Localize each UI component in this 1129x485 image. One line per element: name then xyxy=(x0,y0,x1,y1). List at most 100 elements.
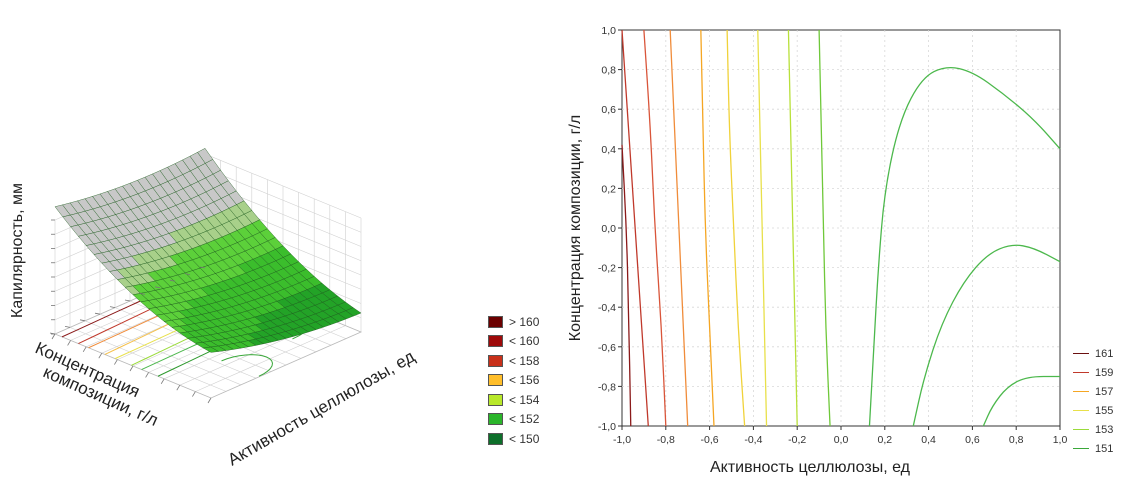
x-tick-label: 0,6 xyxy=(965,434,980,446)
contour-line-155 xyxy=(757,29,768,427)
legend-label: < 150 xyxy=(509,431,540,446)
legend-swatch xyxy=(488,335,503,348)
surface-legend-item: < 154 xyxy=(488,390,578,410)
y-tick-mark xyxy=(124,299,131,302)
contour-legend-item: 157 xyxy=(1073,382,1129,401)
contour-gridlines xyxy=(622,30,1060,426)
y-tick-label: -0,2 xyxy=(598,263,616,275)
y-tick-label: -1,0 xyxy=(598,421,616,433)
y-tick-mark xyxy=(139,293,146,295)
y-tick-mark xyxy=(154,286,161,289)
y-tick-label: 1,0 xyxy=(601,25,616,37)
legend-line-swatch xyxy=(1073,448,1089,449)
surface-cell xyxy=(202,346,220,353)
contour-x-axis-label: Активность целлюлозы, ед xyxy=(710,459,911,476)
y-tick-label: 0,0 xyxy=(601,223,616,235)
y-tick-mark xyxy=(79,319,86,322)
x-tick-label: -0,8 xyxy=(657,434,675,446)
contour-y-ticks: -1,0 -0,8 -0,6 -0,4 -0,2 0,0 0,2 0,4 0,6 0,8 1,0 xyxy=(598,25,622,433)
y-tick-label: 0,2 xyxy=(601,183,616,195)
y-tick-mark xyxy=(184,273,191,275)
y-tick-mark xyxy=(64,326,71,328)
y-tick-label: 0,8 xyxy=(601,65,616,77)
x-tick-mark xyxy=(51,333,56,340)
contour-legend-item: 161 xyxy=(1073,344,1129,363)
contour-lines xyxy=(621,29,1061,427)
x-tick-label: 0,4 xyxy=(921,434,936,446)
x-tick-label: -1,0 xyxy=(613,434,631,446)
x-tick-mark xyxy=(160,378,165,385)
y-tick-mark xyxy=(199,266,206,269)
y-tick-mark xyxy=(109,306,116,308)
legend-label: < 158 xyxy=(509,353,540,368)
surface-legend-item: < 152 xyxy=(488,410,578,430)
surface-legend-item: > 160 xyxy=(488,312,578,332)
contour-line-154 xyxy=(787,29,798,427)
legend-label: < 152 xyxy=(509,412,540,427)
legend-swatch xyxy=(488,374,503,387)
contour-line-159 xyxy=(643,29,667,427)
contour-line-157 xyxy=(700,29,715,427)
y-tick-mark xyxy=(169,279,176,282)
legend-line-swatch xyxy=(1073,410,1089,411)
contour-legend-item: 159 xyxy=(1073,363,1129,382)
contour-line-151 xyxy=(912,244,1061,427)
contour-line-156 xyxy=(726,29,746,427)
contour-legend: 161 159 157 155 153 151 xyxy=(1073,344,1129,458)
x-tick-label: -0,2 xyxy=(788,434,806,446)
x-tick-label: -0,4 xyxy=(744,434,762,446)
y-tick-label: 0,4 xyxy=(601,144,616,156)
floor-contour xyxy=(221,354,273,377)
legend-label: 153 xyxy=(1095,423,1114,436)
legend-line-swatch xyxy=(1073,372,1089,373)
legend-label: > 160 xyxy=(509,314,540,329)
surface-x-axis-label: Активность целлюлозы, ед xyxy=(225,347,419,470)
legend-label: 159 xyxy=(1095,366,1114,379)
x-tick-mark xyxy=(82,346,87,353)
x-tick-label: 0,2 xyxy=(877,434,892,446)
legend-swatch xyxy=(488,413,503,426)
surface-z-axis-label: Капилярность, мм xyxy=(9,183,26,318)
y-tick-mark xyxy=(94,312,101,315)
legend-line-swatch xyxy=(1073,391,1089,392)
surface-chart: Капилярность, мм Концентрация композиции… xyxy=(0,0,470,480)
contour-x-ticks: -1,0 -0,8 -0,6 -0,4 -0,2 0,0 0,2 0,4 0,6 0,8 1,0 xyxy=(613,426,1067,446)
surface-plot-area: Капилярность, мм Концентрация композиции… xyxy=(9,148,419,470)
x-tick-mark xyxy=(176,384,181,391)
y-tick-label: -0,4 xyxy=(598,302,616,314)
legend-label: 155 xyxy=(1095,404,1114,417)
surface-legend-item: < 150 xyxy=(488,429,578,449)
legend-line-swatch xyxy=(1073,429,1089,430)
x-tick-mark xyxy=(145,372,149,378)
x-tick-label: -0,6 xyxy=(701,434,719,446)
contour-legend-item: 153 xyxy=(1073,420,1129,439)
legend-swatch xyxy=(488,354,503,367)
contour-legend-item: 151 xyxy=(1073,439,1129,458)
contour-y-axis-label: Концентрация композиции, г/л xyxy=(567,115,584,341)
legend-swatch xyxy=(488,393,503,406)
contour-line-158 xyxy=(669,29,689,427)
legend-line-swatch xyxy=(1073,353,1089,354)
legend-label: 161 xyxy=(1095,347,1114,360)
x-tick-mark xyxy=(207,397,212,404)
legend-label: < 160 xyxy=(509,334,540,349)
contour-line-152 xyxy=(868,66,1061,427)
surface-tick-marks xyxy=(49,219,212,404)
legend-label: < 154 xyxy=(509,392,540,407)
surface-mesh xyxy=(54,148,362,353)
floor-grid-x xyxy=(195,325,346,392)
x-tick-label: 0,8 xyxy=(1009,434,1024,446)
x-tick-mark xyxy=(129,365,134,372)
legend-swatch xyxy=(488,432,503,445)
x-tick-mark xyxy=(192,391,196,397)
contour-chart: -1,0 -0,8 -0,6 -0,4 -0,2 0,0 0,2 0,4 0,6 0,8 1,0 -… xyxy=(560,0,1129,480)
surface-legend-item: < 158 xyxy=(488,351,578,371)
contour-line-153 xyxy=(818,29,831,427)
legend-label: < 156 xyxy=(509,373,540,388)
surface-legend-item: < 160 xyxy=(488,332,578,352)
y-tick-label: -0,6 xyxy=(598,342,616,354)
contour-line-160 xyxy=(621,29,649,427)
x-tick-mark xyxy=(98,352,103,359)
x-tick-label: 1,0 xyxy=(1053,434,1068,446)
surface-legend-item: < 156 xyxy=(488,371,578,391)
